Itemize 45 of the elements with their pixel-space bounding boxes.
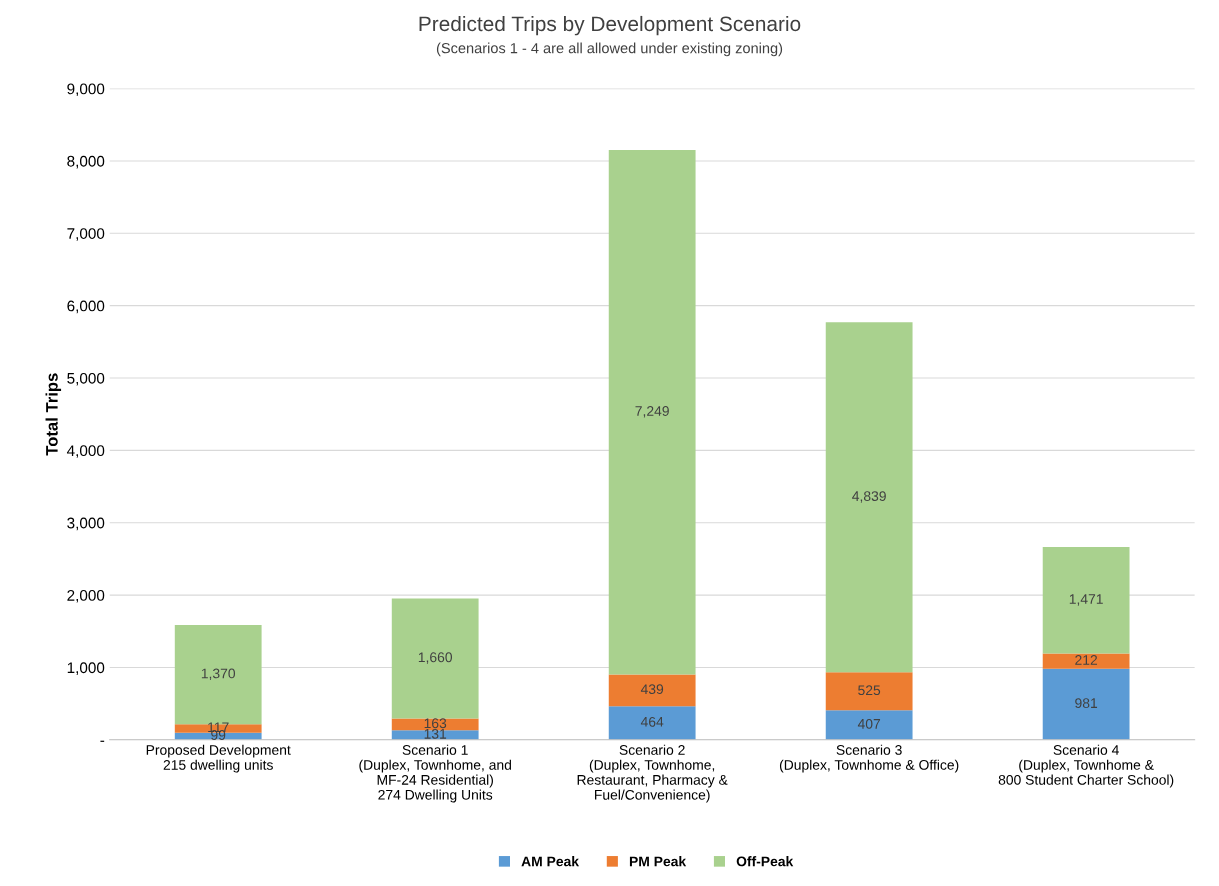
data-label: 981	[1075, 698, 1098, 709]
legend-label: AM Peak	[521, 856, 580, 867]
y-tick-label: 4,000	[66, 445, 105, 458]
y-axis-title: Total Trips	[45, 373, 62, 456]
bar	[608, 674, 696, 707]
data-label: 163	[424, 718, 447, 729]
y-tick-label: 6,000	[67, 300, 105, 314]
bar	[825, 322, 913, 673]
bar	[825, 672, 913, 711]
data-label: 212	[1075, 655, 1098, 665]
y-tick-label: -	[100, 740, 105, 742]
data-label: 1,370	[201, 668, 236, 680]
data-label: 7,249	[635, 406, 669, 418]
bar	[1042, 547, 1130, 654]
y-tick-label: 2,000	[67, 589, 105, 603]
bar	[825, 710, 913, 740]
bar	[608, 149, 696, 675]
data-label: 1,471	[1069, 594, 1103, 606]
bar	[391, 598, 479, 719]
legend-label: Off-Peak	[736, 856, 794, 867]
x-tick-label: Scenario 1 (Duplex, Townhome, and MF-24 Residential) 274 Dwelling Units	[359, 744, 511, 803]
x-tick-label: Scenario 3 (Duplex, Townhome & Office)	[779, 744, 959, 773]
data-label: 407	[857, 718, 881, 729]
y-tick-label: 1,000	[67, 662, 105, 675]
legend-label: PM Peak	[629, 856, 687, 867]
y-tick-label: 8,000	[67, 155, 105, 169]
y-tick-label: 5,000	[67, 372, 105, 386]
bar	[1042, 653, 1130, 669]
bar	[608, 706, 696, 740]
x-tick-label: Scenario 2 (Duplex, Townhome, Restaurant, Pharmacy & Fuel/Convenience)	[577, 744, 728, 803]
data-label: 464	[640, 716, 664, 727]
data-label: 439	[640, 684, 664, 695]
y-tick-label: 9,000	[67, 83, 105, 97]
bar	[1042, 668, 1130, 740]
y-tick-label: 7,000	[67, 228, 105, 241]
chart-subtitle: (Scenarios 1 - 4 are all allowed under existing zoning)	[436, 42, 783, 57]
data-label: 4,839	[852, 491, 886, 503]
y-tick-label: 3,000	[67, 517, 105, 531]
chart-title: Predicted Trips by Development Scenario	[419, 15, 801, 36]
data-label: 117	[208, 722, 229, 733]
data-label: 525	[858, 685, 881, 696]
data-label: 1,660	[418, 652, 453, 664]
data-label: 131	[424, 728, 447, 739]
x-tick-label: Scenario 4 (Duplex, Townhome & 800 Student Charter School)	[998, 744, 1174, 788]
x-tick-label: Proposed Development 215 dwelling units	[146, 744, 291, 773]
